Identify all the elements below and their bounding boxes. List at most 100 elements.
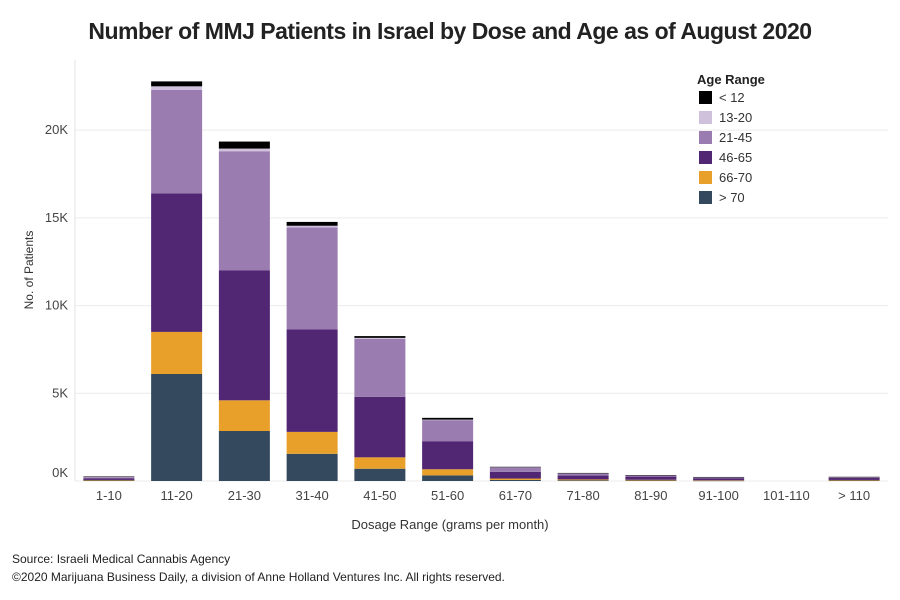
bar-segment <box>286 221 338 226</box>
bar-segment <box>828 477 880 478</box>
x-tick-label: 81-90 <box>634 488 667 503</box>
bar-segment <box>218 431 270 481</box>
bar-segment <box>151 81 203 87</box>
legend-label: > 70 <box>719 190 745 205</box>
legend-label: < 12 <box>719 90 745 105</box>
bar-segment <box>151 193 203 332</box>
bar-segment <box>625 475 677 476</box>
bar-segment <box>354 457 406 469</box>
bar-segment <box>693 480 745 481</box>
bar-segment <box>489 466 541 468</box>
bar-segment <box>557 473 609 476</box>
bar-segment <box>557 479 609 481</box>
x-tick-label: 1-10 <box>96 488 122 503</box>
bar-segment <box>828 480 880 481</box>
legend-swatch <box>699 171 712 184</box>
source-note: Source: Israeli Medical Cannabis Agency <box>12 552 231 566</box>
bar-segment <box>218 400 270 432</box>
bar-segment <box>83 480 135 481</box>
bar-segment <box>489 467 541 472</box>
x-tick-label: 61-70 <box>499 488 532 503</box>
chart-title: Number of MMJ Patients in Israel by Dose… <box>88 18 812 44</box>
x-tick-label: 51-60 <box>431 488 464 503</box>
bar-segment <box>286 431 338 454</box>
bar-segment <box>693 477 745 479</box>
bar-segment <box>422 469 474 476</box>
bar-segment <box>286 329 338 432</box>
y-tick-label: 10K <box>45 298 68 313</box>
y-tick-label: 20K <box>45 122 68 137</box>
bar-segment <box>354 468 406 481</box>
x-tick-label: 101-110 <box>763 488 810 503</box>
bar-segment <box>83 476 135 478</box>
bar-segment <box>625 480 677 481</box>
bar-segment <box>83 479 135 481</box>
bar-segment <box>828 477 880 479</box>
bar-segment <box>557 472 609 474</box>
bar-segment <box>354 337 406 339</box>
x-tick-label: 41-50 <box>363 488 396 503</box>
bar-segment <box>422 417 474 420</box>
legend-label: 13-20 <box>719 110 752 125</box>
bars <box>83 81 880 482</box>
bar-segment <box>151 89 203 194</box>
x-tick-label: 21-30 <box>228 488 261 503</box>
bar-segment <box>218 270 270 401</box>
bar-segment <box>828 476 880 478</box>
legend-label: 21-45 <box>719 130 752 145</box>
legend-label: 66-70 <box>719 170 752 185</box>
bar-segment <box>557 475 609 480</box>
bar-segment <box>354 338 406 397</box>
bar-segment <box>151 331 203 374</box>
x-tick-label: 91-100 <box>698 488 738 503</box>
bar-segment <box>625 479 677 481</box>
bar-segment <box>489 478 541 480</box>
x-tick-label: 31-40 <box>296 488 329 503</box>
bar-segment <box>83 476 135 477</box>
x-tick-label: 11-20 <box>160 488 192 503</box>
bar-segment <box>693 480 745 482</box>
bar-segment <box>83 476 135 479</box>
x-tick-labels: 1-10 11-20 21-30 31-40 41-50 51-60 61-70 71-80 8… <box>96 488 870 503</box>
bar-segment <box>693 476 745 478</box>
bar-segment <box>422 420 474 442</box>
legend-swatch <box>699 191 712 204</box>
x-tick-label: > 110 <box>838 488 870 503</box>
bar-segment <box>151 373 203 481</box>
legend-swatch <box>699 151 712 164</box>
bar-segment <box>489 467 541 468</box>
legend-swatch <box>699 91 712 104</box>
bar-segment <box>557 473 609 474</box>
bar-segment <box>354 396 406 458</box>
legend: Age Range < 12 13-20 21-45 46-65 66-70 > 70 <box>697 72 765 205</box>
bar-segment <box>286 453 338 481</box>
bar-segment <box>489 471 541 479</box>
gridlines <box>74 60 888 482</box>
bar-segment <box>422 475 474 481</box>
bar-segment <box>828 479 880 481</box>
bar-segment <box>625 476 677 480</box>
copyright-note: ©2020 Marijuana Business Daily, a divisi… <box>12 570 505 584</box>
legend-title: Age Range <box>697 72 765 87</box>
y-tick-labels: 0K 5K 10K 15K 20K <box>45 122 68 480</box>
legend-swatch <box>699 111 712 124</box>
bar-segment <box>286 227 338 330</box>
y-axis-label: No. of Patients <box>22 231 36 310</box>
bar-segment <box>422 419 474 421</box>
bar-segment <box>286 225 338 228</box>
bar-segment <box>693 477 745 478</box>
bar-segment <box>489 479 541 481</box>
bar-segment <box>218 151 270 271</box>
x-tick-label: 71-80 <box>567 488 600 503</box>
bar-segment <box>83 478 135 480</box>
bar-segment <box>625 475 677 476</box>
stacked-bar-chart: 0K 5K 10K 15K 20K 1-10 11-20 21-30 31-40 41-50 51… <box>22 60 888 532</box>
bar-segment <box>828 478 880 480</box>
y-tick-label: 15K <box>45 210 68 225</box>
legend-swatch <box>699 131 712 144</box>
bar-segment <box>693 478 745 481</box>
bar-segment <box>354 336 406 338</box>
bar-segment <box>151 86 203 90</box>
bar-segment <box>218 141 270 149</box>
y-tick-label: 0K <box>52 465 68 480</box>
